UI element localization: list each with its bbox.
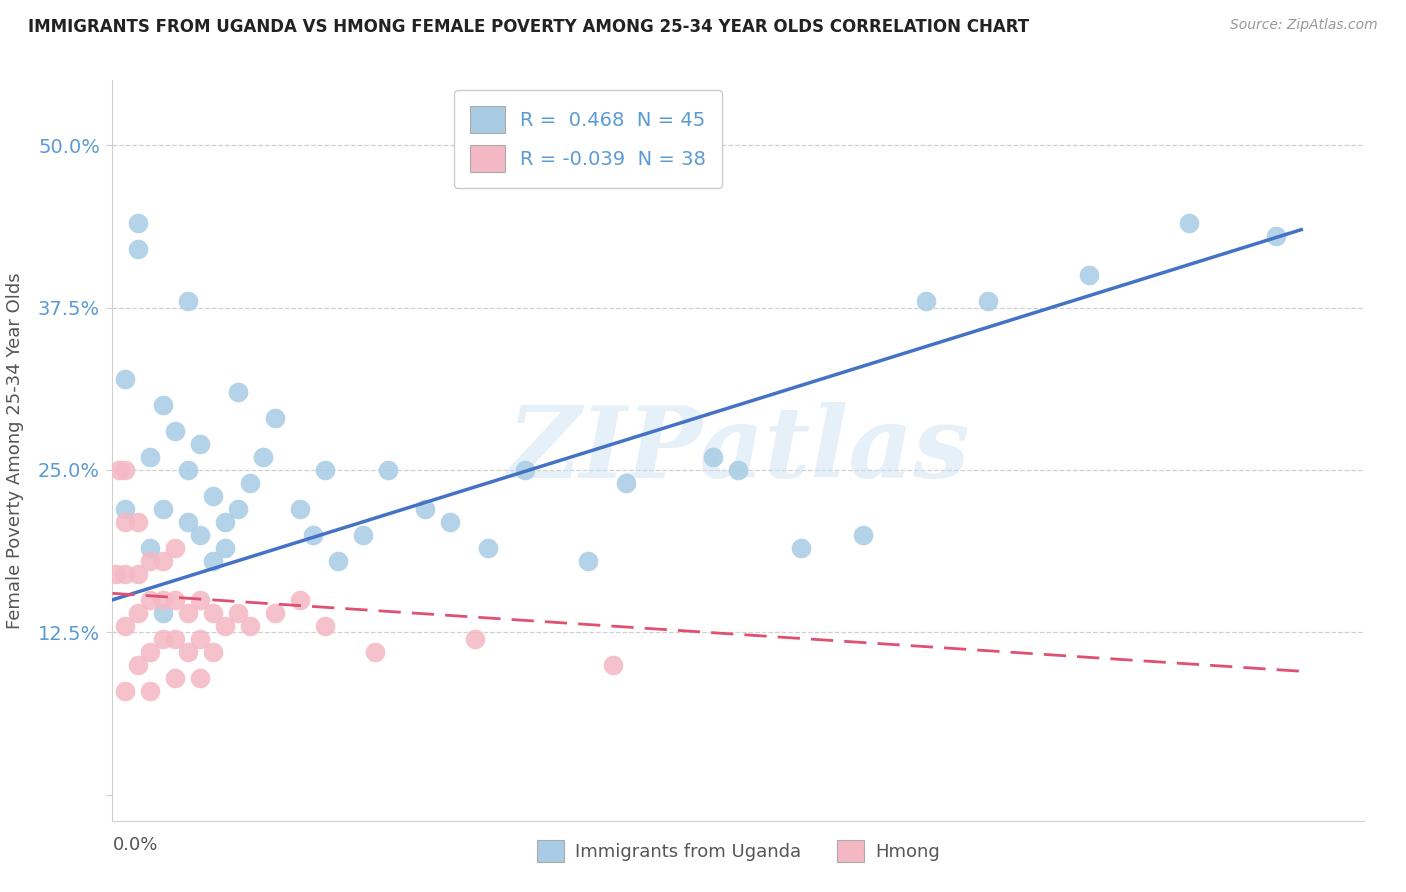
Point: [127, 566, 149, 581]
Point: [163, 424, 186, 438]
Point: [176, 294, 198, 309]
Point: [290, 502, 312, 516]
Point: [464, 632, 486, 646]
Point: [702, 450, 724, 464]
Point: [264, 606, 287, 620]
Point: [614, 475, 637, 490]
Point: [127, 515, 149, 529]
Point: [515, 463, 537, 477]
Point: [439, 515, 461, 529]
Point: [188, 671, 211, 685]
Point: [201, 554, 224, 568]
Point: [252, 450, 274, 464]
Point: [114, 502, 136, 516]
Legend: Immigrants from Uganda, Hmong: Immigrants from Uganda, Hmong: [527, 830, 949, 871]
Point: [314, 619, 336, 633]
Point: [314, 463, 336, 477]
Point: [1077, 268, 1099, 282]
Point: [377, 463, 399, 477]
Point: [139, 541, 162, 555]
Point: [226, 606, 249, 620]
Point: [915, 294, 938, 309]
Point: [105, 566, 128, 581]
Point: [188, 437, 211, 451]
Point: [152, 554, 174, 568]
Point: [326, 554, 349, 568]
Text: 0.0%: 0.0%: [112, 837, 157, 855]
Point: [114, 515, 136, 529]
Point: [290, 592, 312, 607]
Point: [176, 645, 198, 659]
Point: [139, 592, 162, 607]
Point: [477, 541, 499, 555]
Point: [139, 554, 162, 568]
Point: [188, 592, 211, 607]
Point: [214, 541, 236, 555]
Point: [176, 463, 198, 477]
Point: [163, 671, 186, 685]
Point: [214, 515, 236, 529]
Point: [139, 645, 162, 659]
Point: [107, 463, 129, 477]
Point: [239, 619, 262, 633]
Point: [264, 411, 287, 425]
Point: [127, 657, 149, 672]
Point: [114, 683, 136, 698]
Point: [790, 541, 813, 555]
Point: [727, 463, 749, 477]
Point: [152, 606, 174, 620]
Point: [139, 683, 162, 698]
Point: [301, 528, 323, 542]
Point: [139, 450, 162, 464]
Text: Source: ZipAtlas.com: Source: ZipAtlas.com: [1230, 18, 1378, 32]
Point: [214, 619, 236, 633]
Point: [352, 528, 374, 542]
Point: [188, 632, 211, 646]
Point: [114, 619, 136, 633]
Point: [152, 592, 174, 607]
Point: [576, 554, 599, 568]
Point: [114, 463, 136, 477]
Text: ZIPatlas: ZIPatlas: [508, 402, 969, 499]
Point: [188, 528, 211, 542]
Point: [201, 489, 224, 503]
Point: [1265, 229, 1288, 244]
Point: [127, 216, 149, 230]
Point: [114, 566, 136, 581]
Point: [226, 502, 249, 516]
Point: [176, 515, 198, 529]
Point: [163, 541, 186, 555]
Point: [152, 398, 174, 412]
Point: [127, 606, 149, 620]
Point: [602, 657, 624, 672]
Point: [152, 502, 174, 516]
Point: [114, 372, 136, 386]
Point: [415, 502, 437, 516]
Point: [852, 528, 875, 542]
Point: [364, 645, 387, 659]
Point: [1177, 216, 1199, 230]
Point: [226, 384, 249, 399]
Point: [201, 606, 224, 620]
Point: [152, 632, 174, 646]
Text: IMMIGRANTS FROM UGANDA VS HMONG FEMALE POVERTY AMONG 25-34 YEAR OLDS CORRELATION: IMMIGRANTS FROM UGANDA VS HMONG FEMALE P…: [28, 18, 1029, 36]
Y-axis label: Female Poverty Among 25-34 Year Olds: Female Poverty Among 25-34 Year Olds: [6, 272, 24, 629]
Point: [201, 645, 224, 659]
Point: [127, 242, 149, 256]
Point: [977, 294, 1000, 309]
Point: [163, 632, 186, 646]
Point: [176, 606, 198, 620]
Point: [239, 475, 262, 490]
Point: [163, 592, 186, 607]
